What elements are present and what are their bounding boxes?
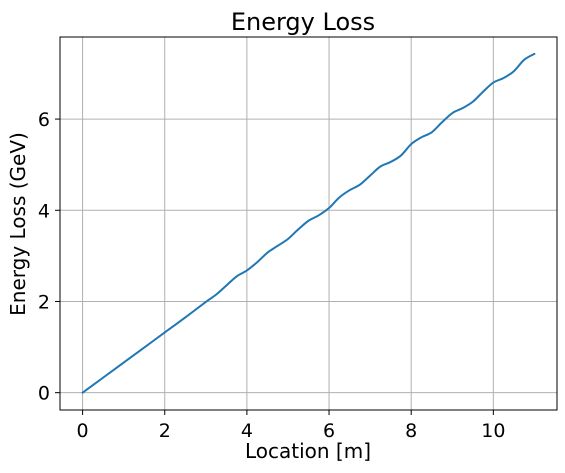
y-axis-label: Energy Loss (GeV) [6, 132, 30, 316]
x-tick-label: 4 [241, 420, 253, 442]
x-tick-label: 0 [77, 420, 89, 442]
series-layer [81, 52, 536, 394]
chart-title: Energy Loss [231, 8, 375, 36]
x-axis-label: Location [m] [245, 439, 371, 463]
x-tick-label: 10 [481, 420, 505, 442]
x-tick-label: 2 [159, 420, 171, 442]
y-tick-label: 4 [38, 200, 50, 222]
y-tick-label: 2 [38, 291, 50, 313]
tick-marks [55, 118, 494, 415]
x-tick-label: 6 [323, 420, 335, 442]
x-tick-label: 8 [405, 420, 417, 442]
y-tick-label: 0 [38, 383, 50, 405]
energy-loss-series-line [81, 52, 536, 394]
tick-labels: 0 2 4 6 8 10 0 2 4 6 [38, 109, 506, 442]
y-tick-label: 6 [38, 109, 50, 131]
plot-frame [59, 36, 558, 411]
grid-lines [60, 37, 557, 410]
